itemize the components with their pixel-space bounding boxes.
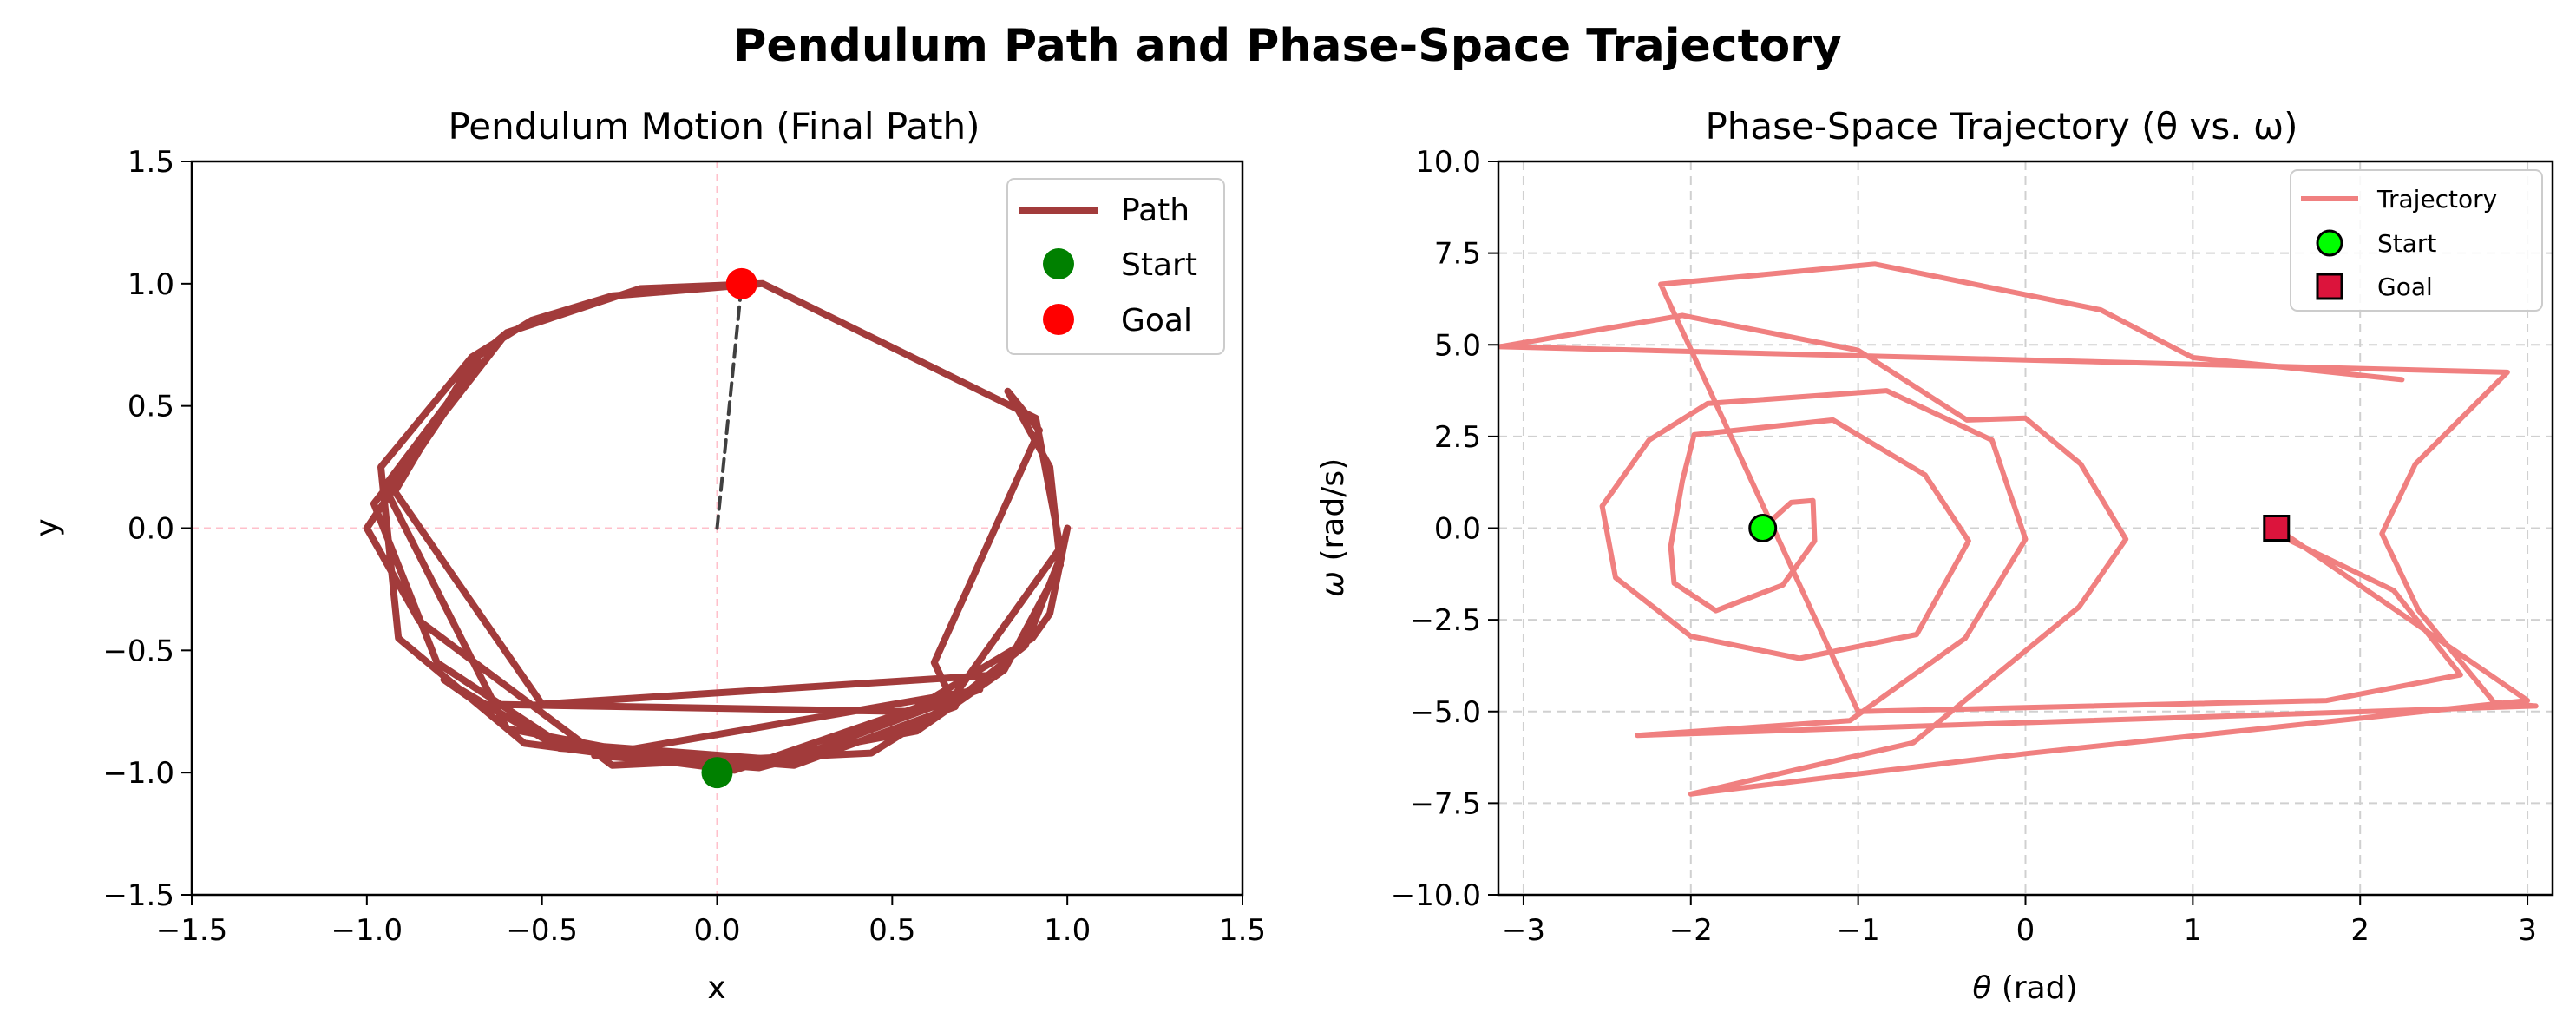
x-tick-label: 1.5 xyxy=(1219,913,1266,948)
y-tick-label: 1.0 xyxy=(128,267,174,302)
phase-space-series-layer xyxy=(1497,261,2539,797)
y-tick-label: 5.0 xyxy=(1434,328,1481,363)
y-tick-label: 0.0 xyxy=(128,512,174,547)
x-tick-label: −1 xyxy=(1837,913,1880,948)
y-tick-label: −1.0 xyxy=(102,756,174,791)
x-tick-label: 0.0 xyxy=(693,913,740,948)
x-tick-label: −1.5 xyxy=(156,913,228,948)
x-tick-label: 1.0 xyxy=(1044,913,1091,948)
pendulum-legend-start-swatch xyxy=(1043,248,1074,279)
pendulum-y-ticks: −1.5 −1.0 −0.5 0.0 0.5 1.0 1.5 xyxy=(102,145,192,913)
y-tick-label: 0.5 xyxy=(128,390,174,424)
x-tick-label: −1.0 xyxy=(331,913,403,948)
y-tick-label: 10.0 xyxy=(1415,145,1481,180)
phase-space-x-ticks: −3 −2 −1 0 1 2 3 xyxy=(1502,895,2537,948)
phase-space-legend-start-label: Start xyxy=(2377,229,2436,258)
pendulum-panel-title: Pendulum Motion (Final Path) xyxy=(448,105,980,148)
pendulum-x-ticks: −1.5 −1.0 −0.5 0.0 0.5 1.0 1.5 xyxy=(156,895,1266,948)
theta-symbol: θ xyxy=(1972,970,1991,1006)
y-tick-label: 2.5 xyxy=(1434,420,1481,455)
pendulum-x-axis-label: x xyxy=(707,970,725,1006)
theta-unit: (rad) xyxy=(1991,970,2077,1006)
figure-title: Pendulum Path and Phase-Space Trajectory xyxy=(733,20,1842,72)
y-tick-label: 0.0 xyxy=(1434,512,1481,547)
x-tick-label: 0 xyxy=(2016,913,2035,948)
series-trajectory-line xyxy=(1497,261,2539,797)
phase-space-legend-box xyxy=(2290,169,2543,312)
marker-goal xyxy=(725,267,757,299)
marker-start xyxy=(1748,514,1778,542)
x-tick-label: 1 xyxy=(2184,913,2203,948)
phase-space-legend: Trajectory Start Goal xyxy=(2290,169,2543,312)
phase-space-legend-goal-swatch xyxy=(2316,273,2343,300)
y-tick-label: −10.0 xyxy=(1391,878,1481,913)
pendulum-y-axis-label: y xyxy=(29,518,65,536)
y-tick-label: −1.5 xyxy=(102,878,174,913)
phase-space-legend-start-swatch xyxy=(2316,229,2343,257)
x-tick-label: 2 xyxy=(2350,913,2370,948)
y-tick-label: 7.5 xyxy=(1434,237,1481,272)
phase-space-y-axis-label: ω (rad/s) xyxy=(1315,458,1351,597)
pendulum-markers-layer xyxy=(701,267,757,789)
series-rod-line xyxy=(715,281,744,530)
omega-symbol: ω xyxy=(1315,571,1351,597)
x-tick-label: −0.5 xyxy=(506,913,578,948)
phase-space-legend-goal-label: Goal xyxy=(2377,273,2433,301)
x-tick-label: 0.5 xyxy=(868,913,915,948)
pendulum-legend: Path Start Goal xyxy=(1006,178,1225,355)
phase-space-panel-title: Phase-Space Trajectory (θ vs. ω) xyxy=(1705,105,2297,148)
pendulum-legend-path-label: Path xyxy=(1121,193,1190,228)
pendulum-panel: Pendulum Motion (Final Path) −1.5 −1.0 −0.… xyxy=(29,105,1266,1006)
pendulum-legend-goal-label: Goal xyxy=(1121,303,1192,339)
phase-space-panel: Phase-Space Trajectory (θ vs. ω) −3 −2 −1 0… xyxy=(1315,105,2554,1006)
pendulum-legend-start-label: Start xyxy=(1121,247,1197,283)
pendulum-legend-goal-swatch xyxy=(1043,304,1074,335)
x-tick-label: −2 xyxy=(1669,913,1713,948)
marker-start xyxy=(701,757,733,789)
phase-space-legend-trajectory-label: Trajectory xyxy=(2376,185,2497,214)
phase-space-y-ticks: −10.0 −7.5 −5.0 −2.5 0.0 2.5 5.0 7.5 10.0 xyxy=(1391,145,1498,913)
phase-space-x-axis-label: θ (rad) xyxy=(1972,970,2077,1006)
x-tick-label: 3 xyxy=(2518,913,2537,948)
marker-goal xyxy=(2263,515,2291,542)
y-tick-label: −2.5 xyxy=(1409,603,1481,638)
y-tick-label: −7.5 xyxy=(1409,786,1481,821)
y-tick-label: −0.5 xyxy=(102,634,174,668)
phase-space-markers-layer xyxy=(1748,514,2291,542)
omega-unit: (rad/s) xyxy=(1315,458,1351,571)
x-tick-label: −3 xyxy=(1502,913,1545,948)
y-tick-label: 1.5 xyxy=(128,145,174,180)
y-tick-label: −5.0 xyxy=(1409,695,1481,730)
